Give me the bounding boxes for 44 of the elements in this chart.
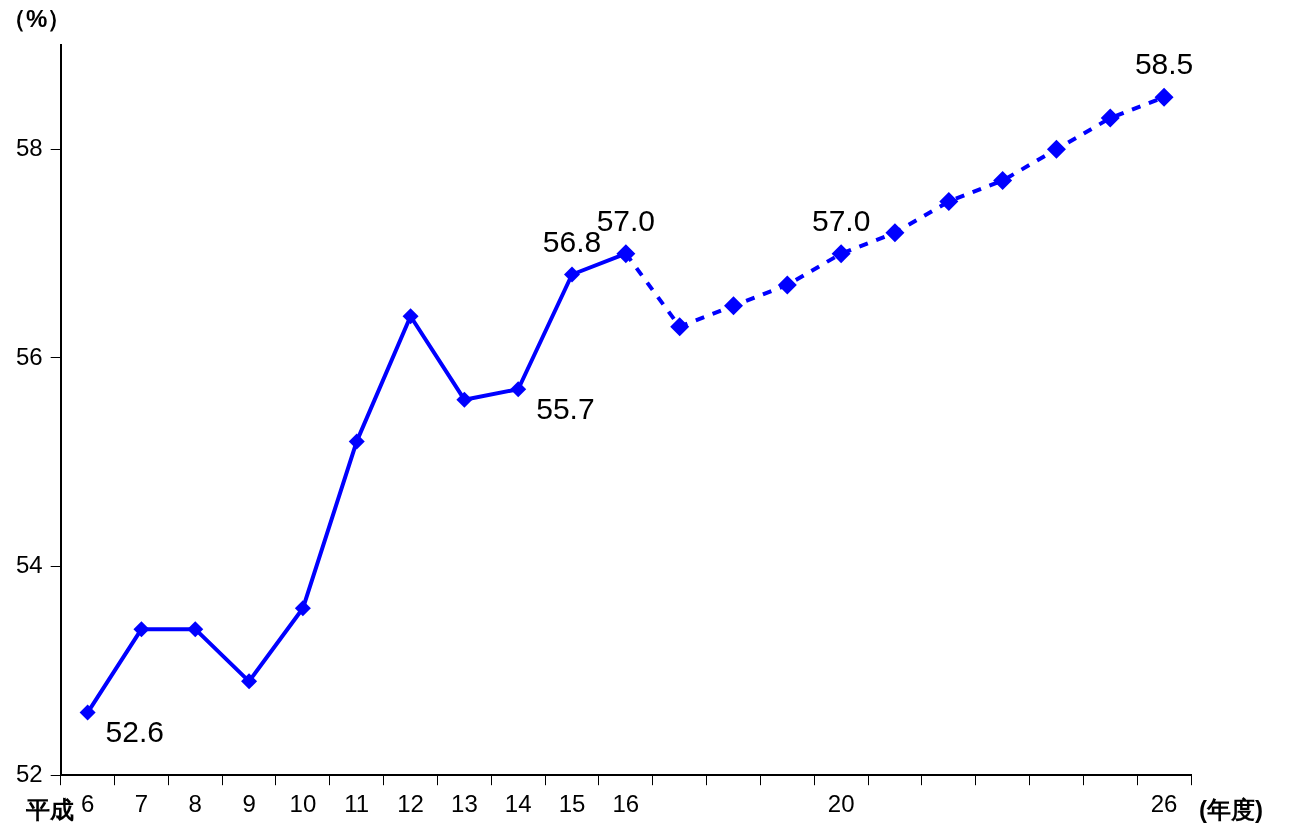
x-tick-label: 7 [134, 790, 149, 818]
point [1100, 108, 1120, 128]
y-tick-label: 52 [15, 759, 43, 787]
point [993, 171, 1013, 191]
point [187, 621, 204, 638]
y-tick-label: 58 [15, 133, 43, 161]
y-tick-label: 56 [15, 342, 43, 370]
point [133, 621, 150, 638]
point [1046, 139, 1066, 159]
point [241, 673, 258, 690]
data-label: 58.5 [1134, 47, 1194, 81]
x-tick-label: 15 [558, 790, 586, 818]
point [456, 391, 473, 408]
y-axis-title: （%） [2, 4, 72, 32]
point [670, 317, 690, 337]
x-axis-title: (年度) [1199, 795, 1263, 823]
point [724, 296, 743, 316]
point [79, 704, 96, 721]
y-tick-label: 54 [15, 551, 43, 579]
data-label: 55.7 [536, 391, 595, 425]
point [1154, 87, 1174, 107]
point [564, 266, 581, 283]
point [939, 191, 959, 211]
point [777, 275, 797, 295]
point [510, 381, 527, 398]
point [885, 223, 905, 243]
point [402, 308, 419, 325]
x-tick-label: 13 [451, 790, 478, 818]
data-label: 52.6 [105, 714, 164, 748]
x-tick-label: 26 [1150, 790, 1178, 818]
x-tick-label: 12 [397, 790, 424, 818]
x-tick-label: 8 [188, 790, 202, 818]
point [348, 433, 365, 450]
x-tick-label: 11 [344, 790, 370, 818]
text: 平成 [24, 795, 74, 823]
x-tick-label: 20 [827, 790, 855, 818]
x-tick-label: 16 [612, 790, 640, 818]
x-tick-label: 14 [504, 790, 532, 818]
point [831, 244, 851, 264]
x-tick-label: 10 [289, 790, 317, 818]
point [294, 600, 311, 617]
x-tick-label: 9 [242, 790, 256, 818]
x-tick-label: 6 [80, 790, 95, 818]
data-label: 57.0 [811, 203, 871, 237]
